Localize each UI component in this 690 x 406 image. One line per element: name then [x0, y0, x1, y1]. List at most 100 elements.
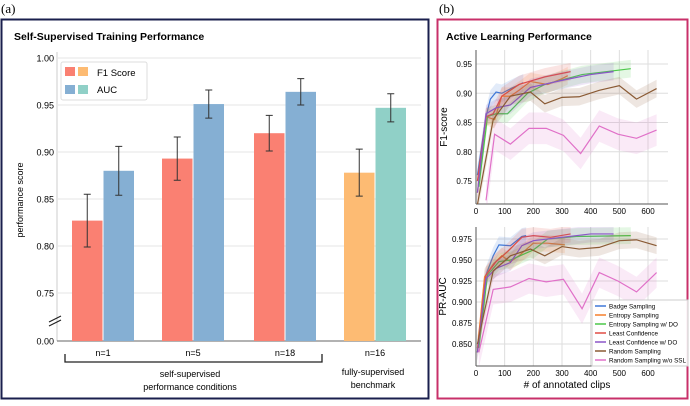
legend-label-auc: AUC — [97, 85, 117, 96]
x-tick-label: 0 — [474, 369, 479, 378]
legend-swatch-auc-benchmark — [78, 85, 88, 94]
x-tick-label: 400 — [584, 207, 598, 216]
panel-b: (b) Active Learning Performance 0.75 0.80… — [436, 1, 689, 400]
panel-a-title: Self-Supervised Training Performance — [14, 31, 204, 43]
y-tick-label: 0.900 — [452, 298, 473, 307]
legend-label: Random Sampling w/o SSL — [609, 358, 686, 365]
subplot-F1-score: 0.75 0.80 0.85 0.90 0.95 0 100 200 300 400 500 600 F… — [439, 50, 668, 216]
ci-band-least-confidence — [477, 227, 571, 361]
y-tick-label: 0.975 — [452, 235, 473, 244]
panel-b-title: Active Learning Performance — [446, 31, 592, 43]
axis-break-icon — [48, 315, 62, 327]
y-tick-label: 0.925 — [452, 277, 473, 286]
legend-swatch-auc — [65, 85, 75, 94]
legend-label: Entropy Sampling — [609, 313, 659, 320]
y-tick-label: 0.875 — [452, 319, 473, 328]
legend-label: Badge Sampling — [609, 304, 656, 311]
x-tick-label: 300 — [555, 369, 569, 378]
line-least-confidence-w-do — [476, 233, 614, 353]
ci-band-badge-sampling — [477, 73, 524, 184]
ci-band-random-sampling — [477, 231, 657, 353]
bar-auc-n=18 — [285, 91, 316, 341]
y-tick-label: 0.00 — [36, 337, 54, 347]
y-tick-label: 0.90 — [36, 148, 54, 158]
ci-band-least-confidence-w-do — [477, 62, 614, 202]
ci-band-entropy-sampling-w-do — [478, 227, 631, 357]
group-label-fs-line2: benchmark — [351, 380, 396, 390]
panel-a-frame — [0, 18, 430, 400]
x-tick-label: 300 — [555, 207, 569, 216]
y-tick-label: 0.85 — [456, 119, 472, 128]
y-tick-label: 0.90 — [456, 89, 472, 98]
bar-f1-n=16 — [344, 172, 375, 341]
line-random-sampling-w-o-ssl — [485, 125, 657, 201]
ci-band-entropy-sampling-w-do — [478, 59, 631, 196]
error-bar — [205, 89, 213, 119]
y-tick-label: 0.80 — [456, 148, 472, 157]
error-bar — [265, 114, 273, 152]
group-bracket — [64, 354, 323, 363]
x-tick-label: 200 — [527, 369, 541, 378]
group-label-ssl-line2: performance conditions — [143, 382, 237, 392]
error-bar — [387, 93, 395, 123]
x-tick-label: 100 — [498, 369, 512, 378]
y-tick-label: 0.85 — [36, 195, 54, 205]
legend-label: Least Confidence w/ DO — [609, 340, 677, 347]
x-tick-label: 100 — [498, 207, 512, 216]
legend-label: Random Sampling — [609, 349, 661, 356]
legend-swatch-f1 — [65, 67, 75, 76]
ci-band-random-sampling-w-o-ssl — [486, 110, 657, 204]
ci-band-random-sampling — [477, 76, 657, 204]
y-axis-label: PR-AUC — [438, 277, 449, 315]
error-bar — [297, 78, 305, 106]
bar-f1-n=5 — [162, 158, 193, 341]
y-tick-label: 0.80 — [36, 242, 54, 252]
y-tick-label: 0.75 — [36, 289, 54, 299]
x-tick-label: 500 — [613, 207, 627, 216]
y-axis-label: performance score — [15, 162, 25, 237]
error-bar — [83, 193, 91, 248]
ci-band-random-sampling-w-o-ssl — [478, 257, 657, 366]
x-tick-label: 200 — [527, 207, 541, 216]
line-least-confidence — [476, 233, 571, 353]
legend: Badge Sampling Entropy Sampling Entropy Sa… — [591, 299, 689, 367]
group-label-ssl-line1: self-supervised — [160, 369, 221, 379]
y-axis-label: F1-score — [439, 107, 450, 147]
legend-label: Entropy Sampling w/ DO — [609, 322, 678, 329]
y-tick-label: 0.95 — [36, 101, 54, 111]
line-least-confidence-w-do — [476, 71, 614, 193]
y-tick-label: 0.75 — [456, 177, 472, 186]
line-random-sampling — [476, 84, 657, 204]
y-tick-label: 0.850 — [452, 340, 473, 349]
y-tick-label: 0.950 — [452, 256, 473, 265]
x-tick-label: n=18 — [275, 348, 295, 358]
group-label-fs-line1: fully-supervised — [342, 367, 405, 377]
panel-b-frame — [436, 18, 689, 400]
y-tick-label: 1.00 — [36, 54, 54, 64]
x-axis-label: # of annotated clips — [524, 380, 611, 391]
x-tick-label: n=5 — [185, 348, 200, 358]
x-tick-label: 500 — [613, 369, 627, 378]
x-tick-label: 0 — [474, 207, 479, 216]
panel-b-label: (b) — [439, 1, 454, 16]
legend-label-f1: F1 Score — [97, 68, 136, 79]
line-random-sampling-w-o-ssl — [478, 271, 658, 353]
ci-band-least-confidence — [477, 62, 571, 190]
y-tick-label: 0.95 — [456, 60, 472, 69]
error-bar — [115, 145, 123, 196]
x-tick-label: 600 — [641, 369, 655, 378]
error-bar — [355, 148, 363, 197]
error-bar — [173, 136, 181, 181]
bar-auc-n=5 — [193, 104, 224, 341]
bar-f1-n=18 — [254, 133, 285, 341]
x-tick-label: 400 — [584, 369, 598, 378]
group-labels: self-supervised performance conditions f… — [64, 354, 405, 392]
bar-auc-n=16 — [375, 107, 406, 341]
legend: F1 Score AUC — [60, 61, 148, 101]
bar-auc-n=1 — [103, 170, 134, 341]
legend-swatch-f1-benchmark — [78, 67, 88, 76]
line-entropy-sampling-w-do — [478, 68, 631, 187]
x-tick-label: n=16 — [365, 348, 385, 358]
x-tick-label: 600 — [641, 207, 655, 216]
